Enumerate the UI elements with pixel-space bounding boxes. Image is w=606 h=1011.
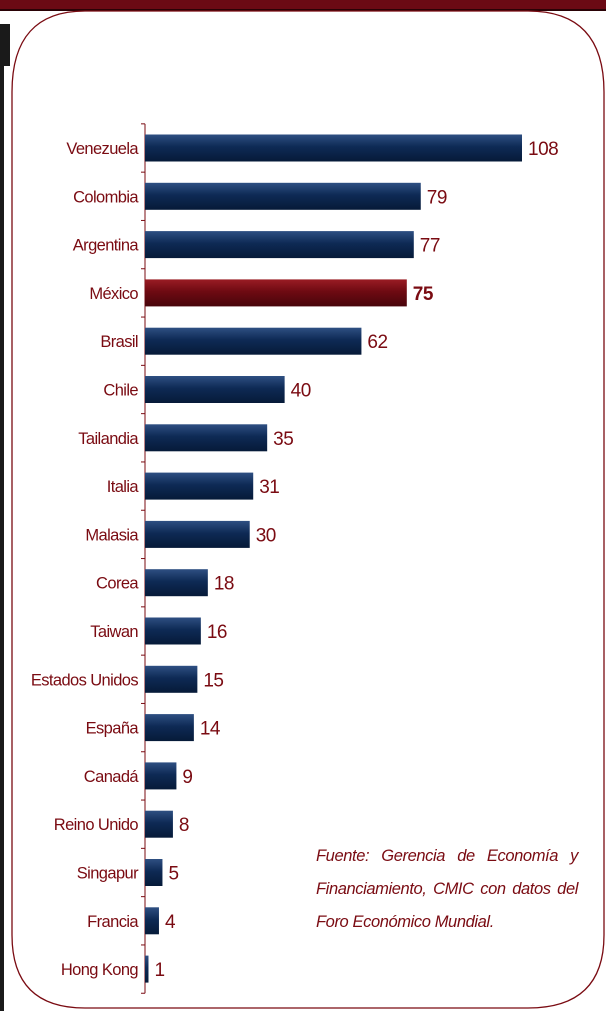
category-label: España [86, 720, 140, 738]
category-label: Malasia [85, 526, 139, 544]
value-label: 62 [367, 332, 387, 353]
bar [145, 231, 414, 259]
category-label: Corea [96, 575, 139, 593]
value-label: 16 [207, 622, 227, 643]
left-edge-tab [0, 24, 10, 66]
bar [145, 376, 285, 403]
value-label: 108 [528, 139, 558, 160]
value-label: 35 [273, 429, 293, 450]
category-label: Estados Unidos [31, 671, 139, 689]
value-label: 5 [168, 864, 178, 885]
bar [145, 472, 254, 500]
source-note: Fuente: Gerencia de Economía y Financiam… [316, 847, 578, 931]
value-label: 40 [291, 381, 311, 402]
bar [145, 907, 159, 935]
value-label: 31 [259, 477, 279, 498]
value-label: 79 [427, 187, 447, 208]
category-label: Chile [103, 382, 138, 400]
category-label: Reino Unido [54, 816, 139, 834]
bar [145, 714, 194, 742]
value-label: 9 [182, 767, 192, 788]
bar [145, 279, 407, 307]
category-label: Colombia [73, 188, 139, 206]
header-bar [0, 0, 606, 11]
bar [145, 327, 362, 355]
category-label: Venezuela [66, 140, 139, 158]
bar [145, 762, 177, 790]
bar [145, 955, 149, 983]
bar [145, 520, 250, 548]
bar [145, 569, 208, 597]
value-label: 4 [165, 912, 176, 933]
category-label: Hong Kong [61, 961, 139, 979]
category-label: Singapur [77, 865, 139, 883]
value-label: 18 [214, 574, 234, 595]
bar [145, 182, 421, 210]
value-label: 14 [200, 719, 221, 740]
left-edge-strip [0, 24, 4, 1011]
category-label: Taiwan [90, 623, 138, 641]
category-label: Francia [87, 913, 139, 931]
bar [145, 665, 198, 693]
category-label: Tailandia [78, 430, 139, 448]
value-label: 15 [203, 670, 223, 691]
category-label: Argentina [73, 237, 140, 255]
bar [145, 134, 522, 162]
bar [145, 617, 201, 645]
value-label: 30 [256, 525, 276, 546]
bar [145, 859, 163, 886]
category-label: Brasil [100, 333, 138, 351]
category-label: México [89, 285, 138, 303]
value-label: 8 [179, 815, 189, 836]
value-label: 75 [413, 284, 434, 305]
value-label: 77 [420, 236, 440, 257]
bar [145, 424, 268, 452]
category-label: Canadá [84, 768, 140, 786]
category-label: Italia [107, 478, 140, 496]
value-label: 1 [154, 960, 164, 981]
bar [145, 810, 173, 838]
